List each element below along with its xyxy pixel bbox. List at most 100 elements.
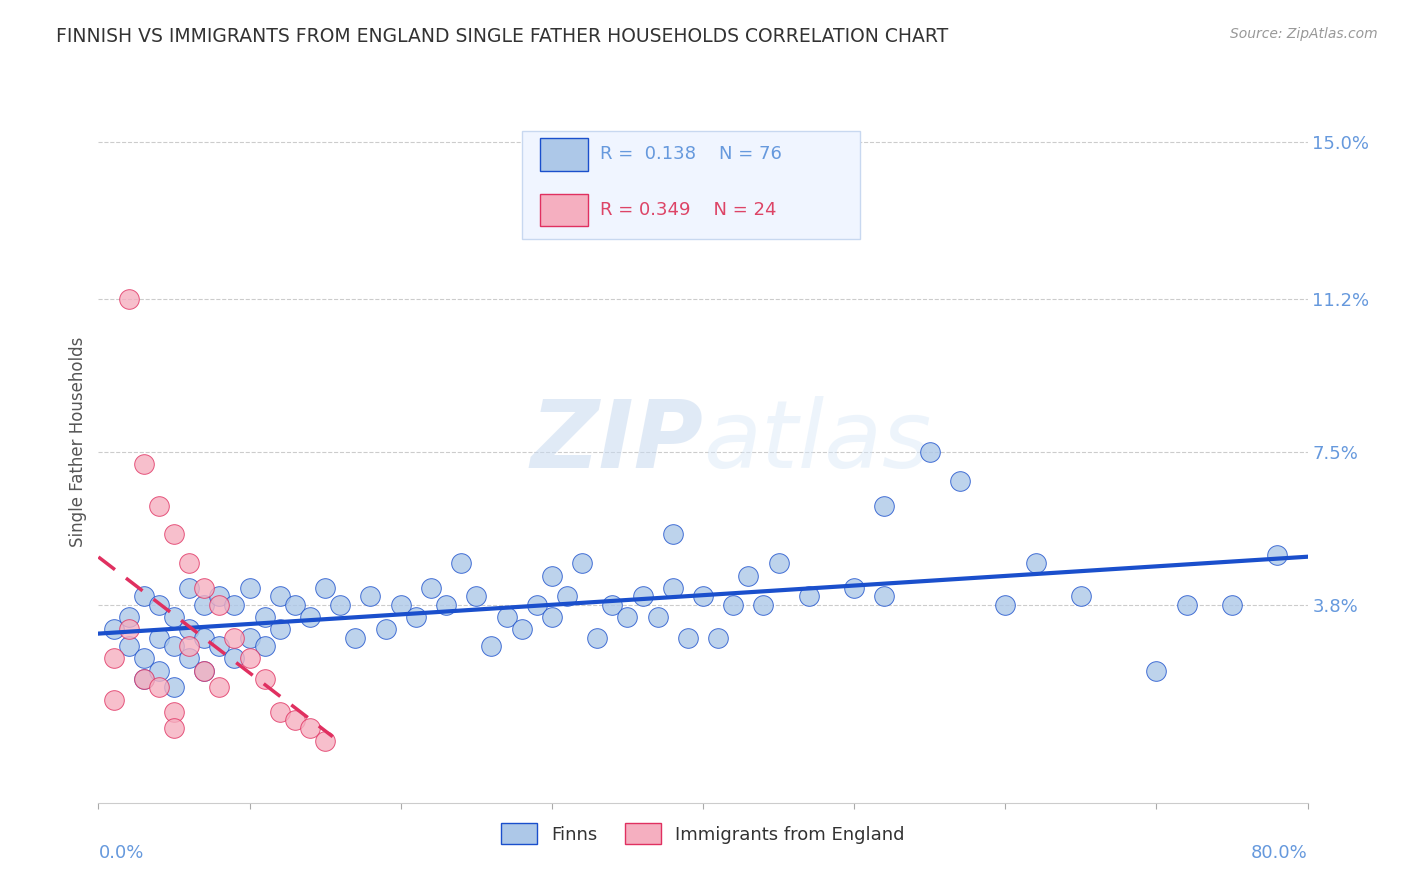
Point: [118, 292, 141, 306]
Point: [163, 610, 186, 624]
Point: [631, 590, 654, 604]
Point: [132, 672, 155, 686]
Point: [224, 631, 246, 645]
Text: FINNISH VS IMMIGRANTS FROM ENGLAND SINGLE FATHER HOUSEHOLDS CORRELATION CHART: FINNISH VS IMMIGRANTS FROM ENGLAND SINGL…: [56, 27, 949, 45]
Point: [284, 598, 307, 612]
Point: [163, 639, 186, 653]
Point: [193, 664, 215, 678]
Point: [179, 651, 201, 665]
Point: [253, 639, 276, 653]
Point: [193, 581, 215, 595]
Point: [692, 590, 714, 604]
Point: [374, 623, 396, 637]
Point: [269, 705, 291, 719]
FancyBboxPatch shape: [540, 138, 588, 170]
Point: [132, 457, 155, 471]
Point: [148, 598, 170, 612]
Point: [994, 598, 1017, 612]
Point: [873, 590, 896, 604]
Point: [224, 598, 246, 612]
Point: [420, 581, 443, 595]
Point: [571, 557, 593, 571]
Point: [1220, 598, 1243, 612]
Point: [148, 680, 170, 694]
Point: [163, 722, 186, 736]
Point: [253, 672, 276, 686]
Point: [148, 664, 170, 678]
Point: [118, 610, 141, 624]
Text: R = 0.349    N = 24: R = 0.349 N = 24: [600, 201, 776, 219]
Point: [616, 610, 638, 624]
Point: [1024, 557, 1046, 571]
Point: [103, 692, 125, 706]
Text: ZIP: ZIP: [530, 395, 703, 488]
Point: [1144, 664, 1167, 678]
Point: [163, 527, 186, 541]
Point: [179, 639, 201, 653]
Point: [1175, 598, 1198, 612]
Point: [661, 527, 683, 541]
Point: [661, 581, 683, 595]
Point: [647, 610, 669, 624]
Legend: Finns, Immigrants from England: Finns, Immigrants from England: [494, 816, 912, 852]
Point: [752, 598, 775, 612]
Point: [269, 623, 291, 637]
Point: [148, 499, 170, 513]
Point: [239, 651, 262, 665]
Point: [163, 680, 186, 694]
Point: [239, 581, 262, 595]
Text: 0.0%: 0.0%: [98, 845, 143, 863]
Point: [586, 631, 609, 645]
Point: [193, 631, 215, 645]
Point: [526, 598, 548, 612]
Point: [389, 598, 412, 612]
Point: [768, 557, 790, 571]
Y-axis label: Single Father Households: Single Father Households: [69, 336, 87, 547]
Point: [405, 610, 427, 624]
Point: [344, 631, 367, 645]
Point: [284, 713, 307, 727]
Point: [269, 590, 291, 604]
Point: [118, 623, 141, 637]
Point: [193, 664, 215, 678]
Point: [299, 610, 322, 624]
Point: [481, 639, 503, 653]
Point: [224, 651, 246, 665]
Point: [132, 672, 155, 686]
Point: [193, 598, 215, 612]
Text: R =  0.138    N = 76: R = 0.138 N = 76: [600, 145, 782, 163]
Point: [132, 590, 155, 604]
Point: [1070, 590, 1092, 604]
Point: [918, 445, 941, 459]
Point: [465, 590, 488, 604]
Point: [844, 581, 866, 595]
Point: [329, 598, 352, 612]
Point: [179, 557, 201, 571]
FancyBboxPatch shape: [522, 131, 860, 239]
Text: 80.0%: 80.0%: [1251, 845, 1308, 863]
Point: [179, 581, 201, 595]
Point: [179, 623, 201, 637]
Point: [676, 631, 699, 645]
Point: [450, 557, 472, 571]
Point: [208, 639, 231, 653]
Point: [540, 610, 562, 624]
Point: [707, 631, 730, 645]
Point: [737, 568, 759, 582]
FancyBboxPatch shape: [540, 194, 588, 227]
Point: [540, 568, 562, 582]
Point: [148, 631, 170, 645]
Point: [132, 651, 155, 665]
Text: Source: ZipAtlas.com: Source: ZipAtlas.com: [1230, 27, 1378, 41]
Point: [299, 722, 322, 736]
Point: [118, 639, 141, 653]
Point: [797, 590, 820, 604]
Point: [103, 623, 125, 637]
Point: [314, 734, 336, 748]
Point: [239, 631, 262, 645]
Point: [949, 474, 972, 488]
Point: [253, 610, 276, 624]
Point: [360, 590, 382, 604]
Text: atlas: atlas: [703, 396, 931, 487]
Point: [602, 598, 624, 612]
